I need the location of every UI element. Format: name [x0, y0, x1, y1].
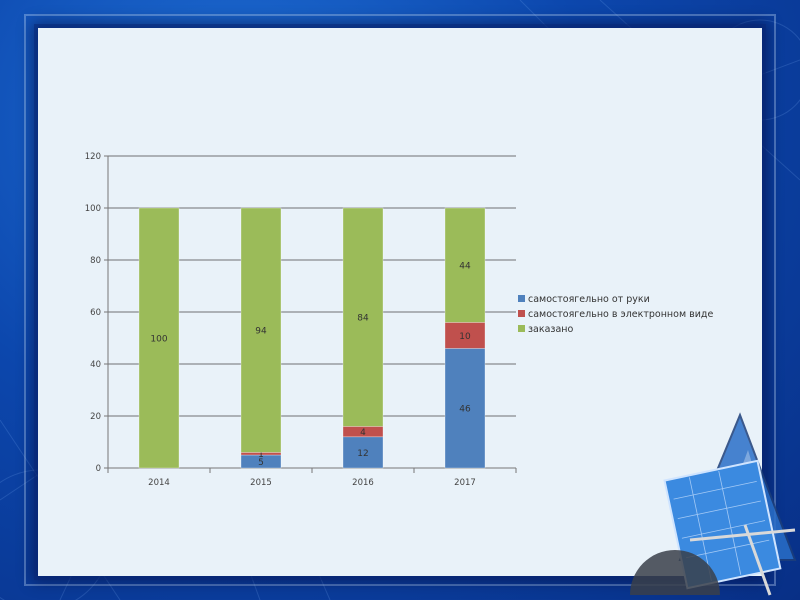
- bar-segment: [444, 322, 486, 349]
- x-tick-label: 2016: [352, 478, 374, 488]
- data-label: 84: [357, 314, 369, 324]
- y-tick-label: 20: [90, 412, 101, 422]
- bars: 100 51 94 12 4 84 46 10 44: [138, 207, 486, 469]
- legend-label: заказано: [528, 324, 574, 335]
- bar-segment: [342, 207, 384, 427]
- x-tick-label: 2015: [250, 478, 272, 488]
- data-label: 12: [357, 449, 368, 459]
- legend-swatch: [518, 325, 525, 332]
- y-tick-label: 60: [90, 308, 101, 318]
- y-axis: 0 20 40 60 80 100 120: [85, 152, 109, 474]
- bar-segment: [444, 207, 486, 323]
- legend-swatch: [518, 295, 525, 302]
- y-tick-label: 120: [85, 152, 101, 162]
- y-tick-label: 40: [90, 360, 101, 370]
- slide-frame: [24, 14, 776, 586]
- y-tick-label: 100: [85, 204, 101, 214]
- drafting-tools-decoration: [630, 412, 797, 596]
- data-label: 4: [360, 428, 366, 438]
- data-label: 94: [255, 327, 267, 337]
- y-tick-label: 80: [90, 256, 101, 266]
- x-tick-label: 2014: [148, 478, 170, 488]
- data-label: 5: [258, 458, 264, 468]
- legend-label: самостоягельно в электронном виде: [528, 309, 713, 320]
- bar-segment: [240, 207, 282, 453]
- data-label: 44: [459, 262, 471, 272]
- chart-panel: 0 20 40 60 80 100 120 100 5 1 94 12 4 84 46 10 44 2014 2…: [38, 28, 762, 576]
- data-label: 1: [258, 450, 264, 460]
- bar-segment: [138, 207, 180, 469]
- data-label: 10: [459, 332, 471, 342]
- data-label: 100: [150, 335, 167, 345]
- data-label: 46: [459, 405, 471, 415]
- legend-swatch: [518, 310, 525, 317]
- legend: самостоягельно от руки самостоягельно в э…: [518, 294, 713, 335]
- x-tick-label: 2017: [454, 478, 476, 488]
- bar-segment: [444, 348, 486, 469]
- x-axis: 2014 2015 2016 2017: [107, 468, 517, 488]
- legend-label: самостоягельно от руки: [528, 294, 650, 305]
- y-tick-label: 0: [96, 464, 101, 474]
